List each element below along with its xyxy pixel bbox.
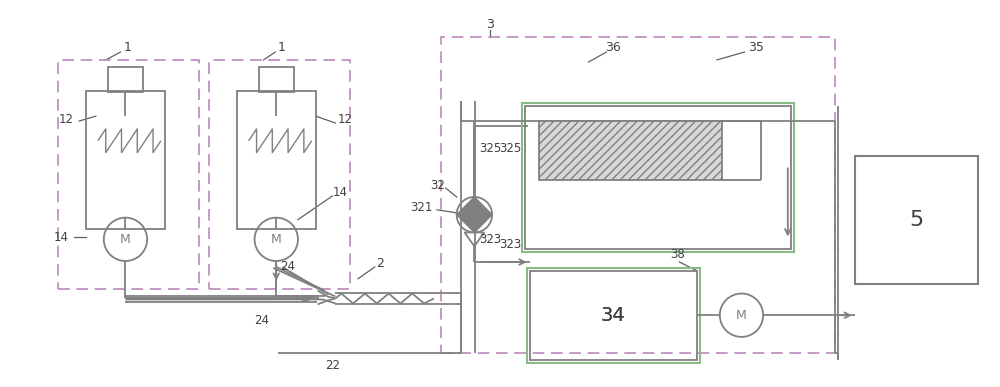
Text: 1: 1 xyxy=(123,41,131,54)
Text: 35: 35 xyxy=(748,41,764,54)
Text: 323: 323 xyxy=(499,238,521,251)
Bar xyxy=(58,60,199,289)
Text: 12: 12 xyxy=(59,113,74,126)
Text: 321: 321 xyxy=(410,201,432,214)
Text: M: M xyxy=(736,309,747,322)
Text: 325: 325 xyxy=(479,142,501,155)
Text: 38: 38 xyxy=(670,248,685,260)
Bar xyxy=(539,121,722,180)
Text: 24: 24 xyxy=(281,260,296,274)
Text: 24: 24 xyxy=(254,313,269,327)
Text: M: M xyxy=(120,233,131,246)
Polygon shape xyxy=(474,197,492,233)
Text: 323: 323 xyxy=(479,233,501,246)
Text: 34: 34 xyxy=(601,306,626,325)
Bar xyxy=(525,106,791,249)
Bar xyxy=(530,271,697,360)
Text: 325: 325 xyxy=(499,142,521,155)
Text: 32: 32 xyxy=(430,179,445,192)
Bar xyxy=(441,37,835,353)
Text: 12: 12 xyxy=(338,113,353,126)
Bar xyxy=(527,268,700,363)
Text: 1: 1 xyxy=(277,41,285,54)
Text: 36: 36 xyxy=(605,41,621,54)
Bar xyxy=(522,103,794,252)
Bar xyxy=(209,60,350,289)
Bar xyxy=(259,67,294,92)
Text: M: M xyxy=(271,233,282,246)
Text: 34: 34 xyxy=(601,306,626,325)
Bar xyxy=(855,156,978,284)
Text: 2: 2 xyxy=(376,257,384,271)
Text: 22: 22 xyxy=(325,359,340,372)
Text: 3: 3 xyxy=(486,18,494,31)
Text: 14: 14 xyxy=(333,185,348,199)
Text: 14: 14 xyxy=(54,231,69,244)
Bar xyxy=(237,91,316,229)
Bar xyxy=(86,91,165,229)
Text: 5: 5 xyxy=(909,210,923,229)
Polygon shape xyxy=(457,197,474,233)
Bar xyxy=(108,67,143,92)
